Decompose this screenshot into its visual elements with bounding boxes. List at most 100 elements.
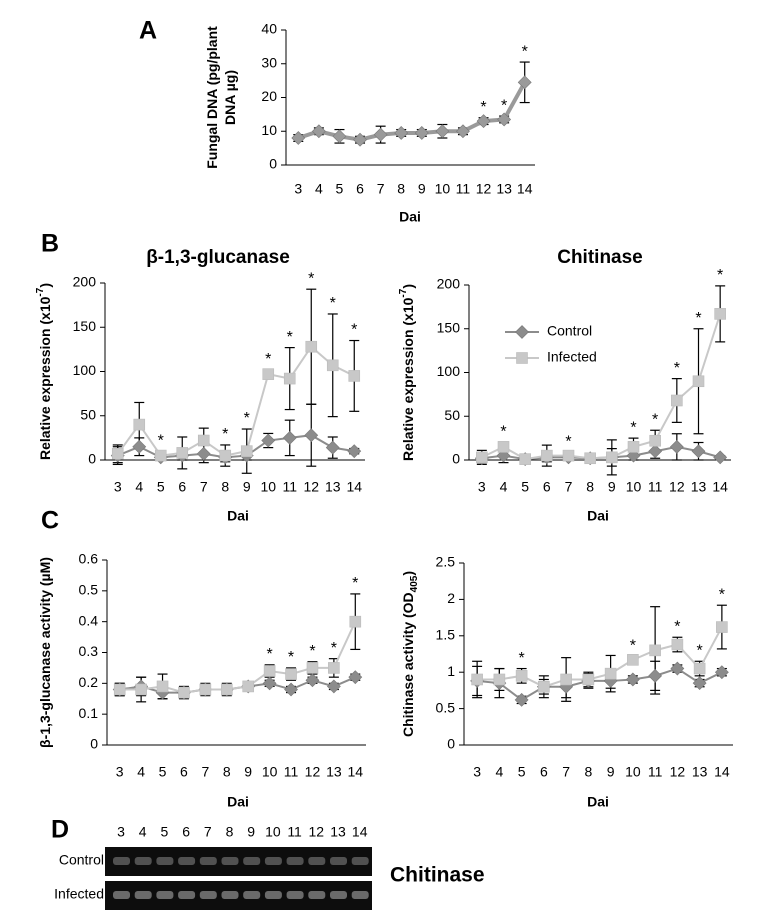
x-tick-label: 6 (180, 764, 188, 780)
x-axis-label: Dai (399, 209, 421, 225)
data-point (154, 449, 167, 462)
significance-mark: * (309, 643, 315, 660)
x-tick-label: 7 (377, 181, 385, 197)
x-tick-label: 7 (200, 479, 208, 495)
panel-label: B (41, 230, 59, 258)
x-tick-label: 9 (607, 764, 615, 780)
y-axis-label: Chitinase activity (OD405) (400, 571, 420, 737)
lane-label: 5 (161, 824, 169, 840)
x-tick-label: 13 (691, 479, 707, 495)
x-tick-label: 11 (648, 764, 663, 780)
data-point (517, 75, 532, 90)
gel-band (286, 891, 304, 899)
gel-band (286, 857, 304, 865)
data-point (648, 668, 663, 683)
data-point (604, 667, 617, 680)
lane-label: 10 (265, 824, 281, 840)
significance-mark: * (674, 618, 680, 635)
lane-label: 6 (182, 824, 190, 840)
gel-band (199, 891, 217, 899)
x-tick-label: 5 (521, 479, 529, 495)
y-tick-label: 10 (261, 122, 277, 138)
x-tick-label: 14 (714, 764, 730, 780)
x-tick-label: 13 (326, 764, 342, 780)
y-axis-label-line: Relative expression (x10-7) (398, 284, 416, 461)
y-axis-label-line: Chitinase activity (OD405) (400, 571, 420, 737)
y-tick-label: 0 (88, 451, 96, 467)
x-tick-label: 7 (562, 764, 570, 780)
y-tick-label: 2.5 (436, 554, 456, 570)
gel-band (308, 857, 326, 865)
x-tick-label: 14 (348, 764, 364, 780)
data-point (135, 683, 147, 696)
legend-marker (516, 352, 528, 364)
data-point (649, 644, 661, 657)
y-tick-label: 1.5 (436, 627, 456, 643)
gel-band (243, 891, 261, 899)
data-point (476, 451, 488, 464)
gel-band (134, 857, 152, 865)
data-point (311, 124, 326, 139)
y-axis-label-line: Relative expression (x10-7) (35, 283, 53, 460)
x-tick-label: 10 (626, 479, 642, 495)
data-point (514, 692, 529, 707)
x-tick-label: 8 (397, 181, 405, 197)
x-tick-label: 10 (625, 764, 641, 780)
data-point (176, 447, 189, 459)
x-tick-label: 4 (500, 479, 508, 495)
x-tick-label: 3 (294, 181, 302, 197)
series-line (297, 81, 527, 142)
significance-mark: * (519, 650, 525, 667)
significance-mark: * (288, 649, 294, 666)
significance-mark: * (630, 637, 636, 654)
data-point (538, 680, 550, 693)
lane-label: 8 (226, 824, 234, 840)
data-point (304, 428, 319, 443)
y-tick-label: 0 (90, 736, 98, 752)
gel-band (178, 891, 196, 899)
data-point (328, 662, 340, 674)
data-point (713, 450, 728, 465)
data-point (606, 451, 618, 464)
x-tick-label: 4 (137, 764, 145, 780)
significance-mark: * (244, 410, 250, 427)
data-point (669, 439, 684, 454)
gel-band (221, 891, 239, 899)
x-tick-label: 14 (517, 181, 533, 197)
data-point (156, 680, 169, 693)
data-point (349, 615, 362, 628)
y-tick-label: 0.5 (436, 699, 456, 715)
legend-label: Control (547, 323, 592, 339)
lane-label: 7 (204, 824, 212, 840)
x-tick-label: 9 (418, 181, 426, 197)
y-axis-label-line: DNA µg) (222, 70, 238, 125)
x-tick-label: 13 (325, 479, 341, 495)
y-tick-label: 2 (447, 590, 455, 606)
x-axis-label: Dai (587, 508, 609, 524)
significance-mark: * (308, 270, 314, 287)
y-axis-label-tail: ) (400, 284, 416, 289)
y-axis-label-tail: ) (400, 571, 416, 576)
data-point (497, 112, 512, 127)
y-tick-label: 0.3 (79, 643, 99, 659)
data-point (541, 449, 553, 462)
gel-band (308, 891, 326, 899)
y-tick-label: 50 (80, 406, 96, 422)
series-line (119, 676, 356, 694)
y-tick-label: 20 (261, 88, 277, 104)
data-point (714, 665, 729, 680)
x-tick-label: 6 (543, 479, 551, 495)
data-point (283, 372, 296, 385)
data-point (562, 449, 575, 462)
data-point (133, 418, 146, 431)
x-tick-label: 9 (243, 479, 251, 495)
data-point (261, 433, 276, 448)
significance-mark: * (652, 411, 658, 428)
x-tick-label: 5 (336, 181, 344, 197)
x-tick-label: 6 (178, 479, 186, 495)
series-line (481, 313, 722, 461)
x-tick-label: 7 (565, 479, 573, 495)
x-tick-label: 5 (157, 479, 165, 495)
x-tick-label: 5 (518, 764, 526, 780)
data-point (306, 662, 319, 674)
